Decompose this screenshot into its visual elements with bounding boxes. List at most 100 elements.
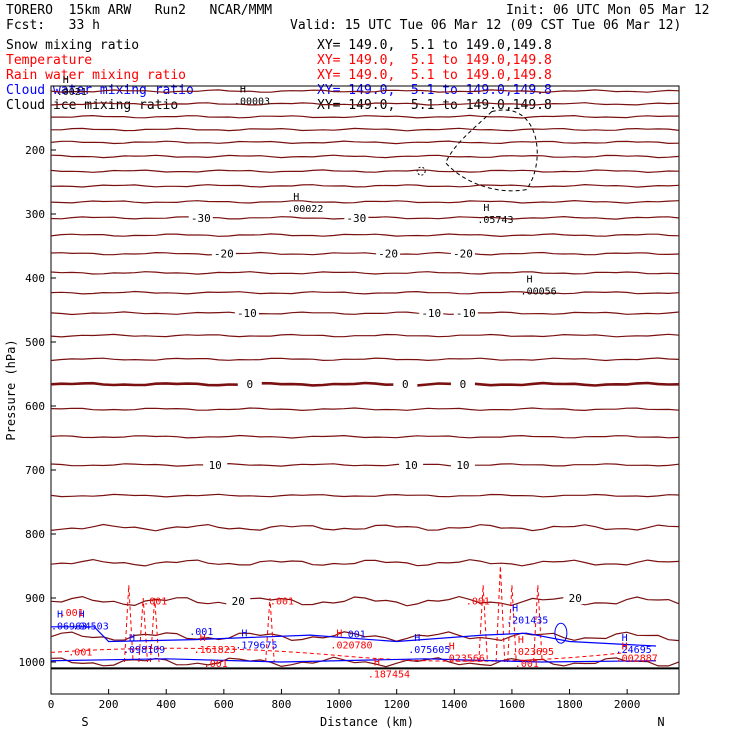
high-marker-4: H — [63, 75, 69, 86]
isotherm-label-0: -30 — [191, 212, 211, 225]
cross-section-chart: Pressure (hPa) Distance (km) S N 2003004… — [0, 0, 740, 740]
high-marker-16: H — [622, 641, 628, 652]
high-value-14: .023566 — [443, 653, 485, 664]
x-tick-label-2: 400 — [156, 698, 176, 711]
isotherm-15 — [51, 334, 679, 337]
high-value-16: .002887 — [616, 653, 658, 664]
isotherm-label-8: 0 — [246, 378, 253, 391]
high-marker-6: H — [129, 633, 135, 644]
high-marker-8: H — [512, 604, 518, 615]
isotherm-label-4: -20 — [453, 248, 473, 261]
isotherm-16 — [51, 358, 679, 361]
isotherm-label-14: 20 — [232, 595, 245, 608]
isotherm-1 — [51, 103, 679, 106]
high-marker-1: H — [293, 192, 299, 203]
isotherm-label-13: 10 — [456, 459, 469, 472]
isotherm-23 — [51, 560, 679, 566]
y-tick-label-0: 200 — [25, 144, 45, 157]
isotherm-3 — [51, 128, 679, 131]
high-value-8: .201435 — [506, 616, 548, 627]
isotherm-label-2: -20 — [214, 248, 234, 261]
high-value-3: .00056 — [521, 287, 557, 298]
high-value-5: .179675 — [235, 641, 277, 652]
cloud-ice-small-contour — [417, 167, 425, 175]
isotherm-0 — [51, 90, 679, 93]
x-tick-label-3: 600 — [214, 698, 234, 711]
contour-label-6: 001 — [348, 630, 366, 641]
rain-contour-5 — [496, 566, 505, 662]
contour-label-4: .001 — [204, 659, 228, 670]
contour-label-3: .001 — [68, 648, 92, 659]
high-value-1: .00022 — [287, 204, 323, 215]
isotherm-12 — [51, 272, 679, 274]
high-marker-2: H — [483, 203, 489, 214]
x-tick-label-5: 1000 — [326, 698, 353, 711]
isotherm-label-1: -30 — [346, 212, 366, 225]
contour-label-8: .001 — [60, 608, 84, 619]
y-axis-label: Pressure (hPa) — [4, 339, 18, 440]
high-marker-17: H — [374, 657, 380, 668]
isotherm-11 — [51, 253, 679, 255]
isotherm-20 — [51, 464, 679, 467]
isotherm-17 — [51, 383, 679, 386]
isotherm-label-7: -10 — [456, 307, 476, 320]
y-tick-label-4: 600 — [25, 400, 45, 413]
high-marker-3: H — [527, 275, 533, 286]
contour-label-2: .001 — [466, 596, 490, 607]
high-value-12: .161823 — [194, 645, 236, 656]
isotherm-label-9: 0 — [402, 378, 409, 391]
isotherm-13 — [51, 292, 679, 294]
high-value-6: .098109 — [123, 645, 165, 656]
isotherm-21 — [51, 494, 679, 497]
y-tick-label-5: 700 — [25, 464, 45, 477]
isotherm-label-5: -10 — [237, 307, 257, 320]
high-value-13: .020780 — [330, 641, 372, 652]
rain-contour-3 — [266, 598, 275, 662]
isotherm-7 — [51, 185, 679, 188]
isotherm-18 — [51, 408, 679, 410]
y-tick-label-2: 400 — [25, 272, 45, 285]
high-marker-5: H — [241, 629, 247, 640]
high-marker-15: H — [518, 635, 524, 646]
isotherm-4 — [51, 141, 679, 144]
isotherm-label-3: -20 — [378, 248, 398, 261]
isotherm-label-11: 10 — [209, 459, 222, 472]
high-value-17: .187454 — [368, 669, 410, 680]
isotherm-14 — [51, 312, 679, 315]
high-value-15: .023695 — [512, 647, 554, 658]
contour-label-1: .001 — [270, 596, 294, 607]
y-tick-label-6: 800 — [25, 528, 45, 541]
x-tick-label-8: 1600 — [499, 698, 526, 711]
isotherm-22 — [51, 525, 679, 531]
cloud-ice-contour — [446, 110, 538, 191]
x-axis-label: Distance (km) — [320, 715, 414, 729]
high-marker-14: H — [449, 641, 455, 652]
high-marker-7: H — [414, 633, 420, 644]
isotherm-label-10: 0 — [460, 378, 467, 391]
isotherm-label-12: 10 — [404, 459, 417, 472]
contour-label-5: .001 — [515, 659, 539, 670]
y-tick-label-8: 1000 — [19, 656, 46, 669]
isotherm-19 — [51, 436, 679, 439]
x-tick-label-4: 800 — [272, 698, 292, 711]
isotherm-label-15: 20 — [569, 592, 582, 605]
contour-label-7: .001 — [189, 627, 213, 638]
isotherm-2 — [51, 115, 679, 118]
x-end-label-right: N — [657, 715, 664, 729]
high-value-4: .0021 — [57, 87, 87, 98]
isotherm-label-6: -10 — [421, 307, 441, 320]
x-tick-label-7: 1400 — [441, 698, 468, 711]
x-tick-label-10: 2000 — [614, 698, 641, 711]
isotherm-8 — [51, 201, 679, 204]
isotherm-5 — [51, 155, 679, 157]
isotherm-10 — [51, 234, 679, 237]
x-end-label-left: S — [81, 715, 88, 729]
x-tick-label-0: 0 — [48, 698, 55, 711]
isotherm-6 — [51, 170, 679, 173]
x-tick-label-6: 1200 — [383, 698, 410, 711]
x-tick-label-9: 1800 — [556, 698, 583, 711]
y-tick-label-1: 300 — [25, 208, 45, 221]
high-value-11: .04503 — [73, 621, 109, 632]
high-marker-13: H — [336, 629, 342, 640]
high-marker-0: H — [240, 85, 246, 96]
